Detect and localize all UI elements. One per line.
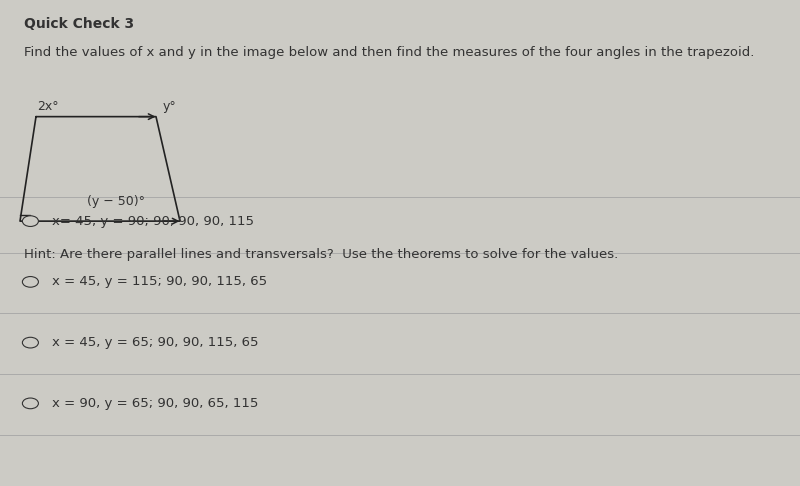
Text: Quick Check 3: Quick Check 3 — [24, 17, 134, 31]
Text: x = 45, y = 115; 90, 90, 115, 65: x = 45, y = 115; 90, 90, 115, 65 — [52, 276, 267, 288]
Ellipse shape — [22, 398, 38, 409]
Text: (y − 50)°: (y − 50)° — [87, 195, 145, 208]
Text: x = 45, y = 65; 90, 90, 115, 65: x = 45, y = 65; 90, 90, 115, 65 — [52, 336, 258, 349]
Text: y°: y° — [162, 100, 176, 113]
Text: 2x°: 2x° — [38, 100, 59, 113]
Text: Find the values of x and y in the image below and then find the measures of the : Find the values of x and y in the image … — [24, 46, 754, 59]
Text: x= 45, y = 90; 90, 90, 90, 115: x= 45, y = 90; 90, 90, 90, 115 — [52, 215, 254, 227]
Ellipse shape — [22, 337, 38, 348]
Text: x = 90, y = 65; 90, 90, 65, 115: x = 90, y = 65; 90, 90, 65, 115 — [52, 397, 258, 410]
Text: Hint: Are there parallel lines and transversals?  Use the theorems to solve for : Hint: Are there parallel lines and trans… — [24, 248, 618, 261]
Ellipse shape — [22, 216, 38, 226]
Ellipse shape — [22, 277, 38, 287]
